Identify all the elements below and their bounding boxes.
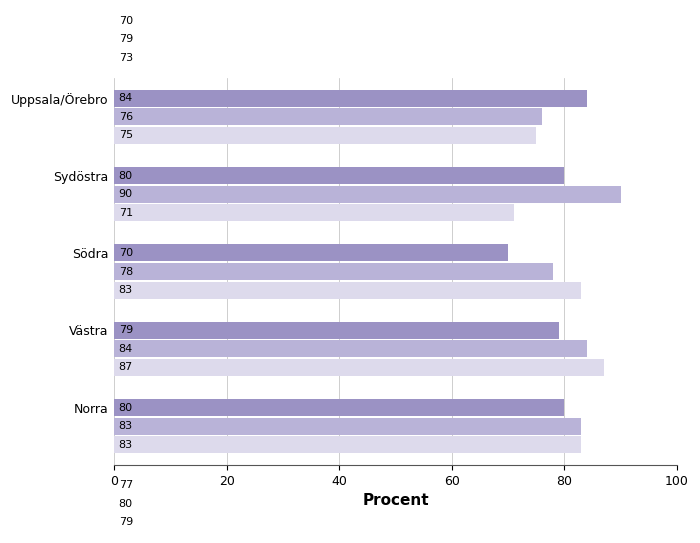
- Bar: [114, 12, 508, 29]
- Text: 79: 79: [119, 34, 133, 45]
- Text: 80: 80: [119, 171, 133, 180]
- Bar: [114, 399, 564, 416]
- Text: 77: 77: [119, 480, 133, 490]
- Bar: [114, 167, 564, 184]
- Bar: [114, 495, 564, 512]
- Bar: [114, 108, 542, 125]
- Text: 90: 90: [119, 189, 133, 199]
- Bar: [114, 514, 559, 531]
- Text: 84: 84: [119, 344, 133, 354]
- Text: 79: 79: [119, 325, 133, 336]
- Bar: [114, 263, 553, 280]
- Bar: [114, 282, 581, 299]
- Bar: [114, 340, 587, 357]
- Text: 73: 73: [119, 53, 133, 63]
- Bar: [114, 359, 604, 376]
- Text: 87: 87: [119, 363, 133, 372]
- Text: 70: 70: [119, 16, 133, 26]
- Bar: [114, 31, 559, 48]
- X-axis label: Procent: Procent: [362, 493, 429, 508]
- Text: 70: 70: [119, 248, 133, 258]
- Bar: [114, 244, 508, 261]
- Text: 75: 75: [119, 130, 133, 140]
- Bar: [114, 186, 621, 203]
- Text: 83: 83: [119, 421, 133, 431]
- Bar: [114, 322, 559, 339]
- Text: 76: 76: [119, 112, 133, 122]
- Text: 71: 71: [119, 207, 133, 218]
- Bar: [114, 204, 514, 221]
- Text: 80: 80: [119, 498, 133, 509]
- Text: 79: 79: [119, 517, 133, 527]
- Text: 80: 80: [119, 403, 133, 413]
- Bar: [114, 437, 581, 453]
- Bar: [114, 418, 581, 435]
- Text: 84: 84: [119, 93, 133, 103]
- Bar: [114, 49, 525, 66]
- Text: 83: 83: [119, 285, 133, 295]
- Bar: [114, 127, 536, 144]
- Bar: [114, 90, 587, 106]
- Text: 83: 83: [119, 440, 133, 450]
- Bar: [114, 477, 547, 494]
- Text: 78: 78: [119, 267, 133, 276]
